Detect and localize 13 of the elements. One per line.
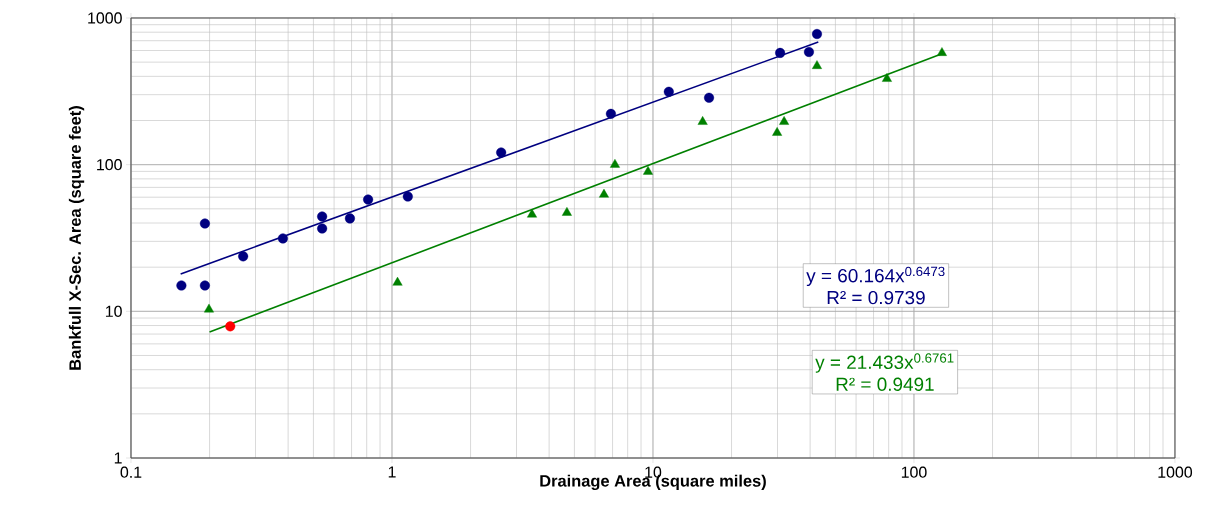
y-tick-label: 1	[114, 452, 122, 464]
annotation: R² = 0.9739	[827, 290, 925, 305]
x-tick-label: 1000	[1158, 466, 1193, 478]
annotation: y = 21.433x$^{0.6761}$	[815, 353, 954, 373]
x-tick-label: 0.1	[120, 466, 142, 478]
y-tick-label: 100	[97, 159, 122, 171]
x-tick-label: 100	[901, 466, 927, 478]
y-tick-label: 10	[105, 305, 122, 317]
y-tick-label: 1000	[88, 12, 122, 24]
y-axis-title: Bankfull X-Sec. Area (square feet)	[68, 106, 85, 370]
annotation: R² = 0.9491	[836, 377, 934, 391]
annotation: y = 60.164x$^{0.6473}$	[806, 266, 945, 287]
x-tick-label: 1	[388, 466, 396, 478]
